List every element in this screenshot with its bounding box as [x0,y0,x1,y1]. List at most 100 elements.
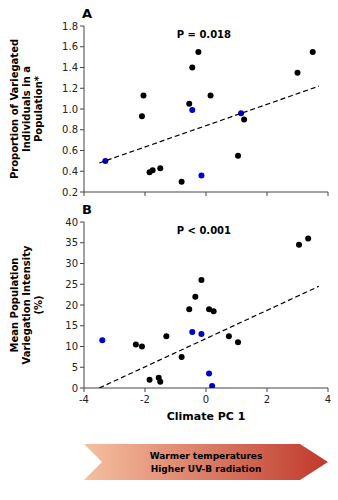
point [102,158,108,164]
y-tick-label: 0.2 [62,187,78,198]
point [198,331,204,337]
point [198,277,204,283]
x-tick-label: -4 [79,394,89,405]
point [305,236,311,242]
y-tick-label: 5 [72,362,78,373]
arrow-label: Higher UV-B radiation [151,464,262,474]
point [140,93,146,99]
point [189,65,195,71]
y-tick [80,325,84,326]
point [310,49,316,55]
y-tick-label: 1.8 [62,21,78,32]
marks [99,49,319,185]
x-tick [145,192,146,196]
point [189,107,195,113]
y-tick-label: 15 [65,320,78,331]
y-label-line: (%) [33,295,44,314]
point [186,306,192,312]
y-tick [80,129,84,130]
point [179,354,185,360]
point [226,333,232,339]
point [209,383,215,388]
y-tick-label: 1.0 [62,104,78,115]
y-label-line: Proportion of Variegated [9,39,20,179]
y-tick [80,88,84,89]
y-tick-label: 25 [65,279,78,290]
point [295,70,301,76]
point [189,329,195,335]
y-tick [80,46,84,47]
y-tick-label: 35 [65,237,78,248]
x-label: Climate PC 1 [167,410,246,423]
point [133,341,139,347]
x-tick-label: 4 [325,394,331,405]
marks [99,236,319,388]
y-tick-label: 40 [65,217,78,228]
y-label: Mean PopulationVariegation Intensity(%) [9,245,44,364]
point [139,344,145,350]
y-tick [80,26,84,27]
x-tick [145,388,146,392]
point [211,308,217,314]
x-tick-label: 2 [264,394,270,405]
point [163,333,169,339]
y-tick-label: 0.4 [62,166,78,177]
point [157,379,163,385]
arrow-label: Warmer temperatures [150,451,263,461]
y-label-line: Mean Population [9,258,20,353]
y-tick [80,305,84,306]
point [195,49,201,55]
x-tick [328,192,329,196]
y-tick [80,109,84,110]
y-tick-label: 0.6 [62,145,78,156]
y-tick [80,263,84,264]
y-label-line: Population* [33,75,44,142]
point [157,165,163,171]
figure: 0.20.40.60.81.01.21.41.61.8AP = 0.018Pro… [0,0,338,500]
x-tick [84,388,85,392]
y-label: Proportion of VariegatedIndividuals in a… [9,39,44,179]
point [208,93,214,99]
point [296,242,302,248]
point [99,337,105,343]
regression-line [99,86,319,163]
y-tick-label: 20 [65,300,78,311]
gradient-arrow [84,444,328,480]
y-tick-label: 1.6 [62,41,78,52]
p-value: P = 0.018 [177,29,231,40]
point [206,370,212,376]
regression-line [99,286,319,388]
point [179,179,185,185]
y-tick-label: 0.8 [62,124,78,135]
x-tick [206,388,207,392]
y-tick-label: 0 [72,383,78,394]
y-tick [80,284,84,285]
point [198,172,204,178]
y-label-line: Individuals in a [21,66,32,152]
x-tick [328,388,329,392]
point [186,101,192,107]
point [139,113,145,119]
point [192,294,198,300]
point [150,167,156,173]
x-tick [267,388,268,392]
y-tick [80,346,84,347]
point [147,377,153,383]
x-tick [267,192,268,196]
point [235,339,241,345]
panel: 0510152025303540-4-2024BP < 0.001Mean Po… [9,202,332,480]
y-tick [80,222,84,223]
panel-label: B [82,202,92,217]
x-tick [206,192,207,196]
x-tick-label: -2 [140,394,150,405]
x-tick-label: 0 [203,394,209,405]
y-tick [80,192,84,193]
y-tick-label: 1.4 [62,62,78,73]
y-tick [80,367,84,368]
y-tick-label: 10 [65,341,78,352]
point [241,116,247,122]
y-tick [80,171,84,172]
y-tick [80,150,84,151]
point [235,153,241,159]
y-tick [80,242,84,243]
